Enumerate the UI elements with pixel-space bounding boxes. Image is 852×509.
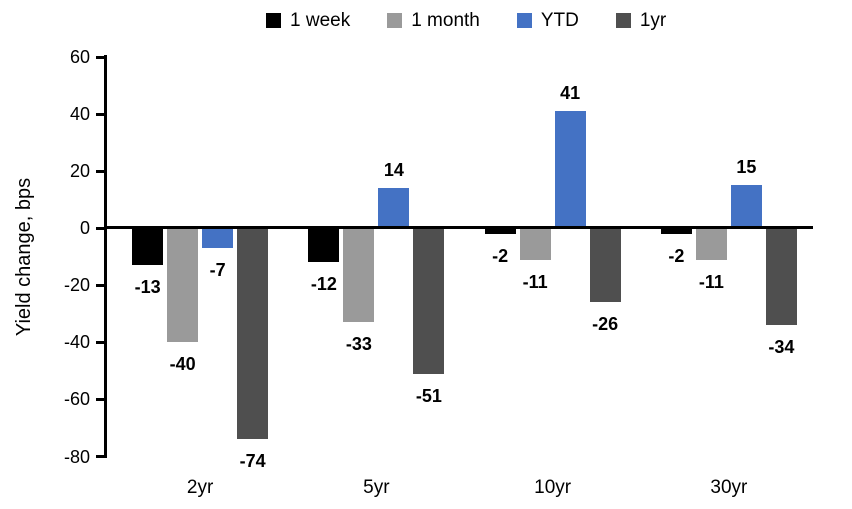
data-label: -2 [668,245,685,266]
y-tick-mark [96,397,105,401]
y-tick-label: -20 [63,275,90,296]
data-label: -26 [592,314,619,335]
data-label: -7 [209,260,226,281]
data-label: -11 [522,271,548,292]
bar-1-month-2yr [167,228,199,343]
y-tick-mark [96,226,105,230]
y-axis-title: Yield change, bps [13,177,35,337]
legend-swatch-icon [516,13,532,28]
data-label: -40 [169,354,196,375]
y-tick-mark [96,55,105,59]
bar-YTD-5yr [378,188,410,229]
bar-1-week-2yr [132,228,164,266]
data-label: 15 [736,157,757,178]
bar-1-month-10yr [519,228,551,260]
y-tick-label: 40 [69,104,90,125]
category-label: 30yr [710,477,748,498]
data-label: -12 [310,274,337,295]
legend: 1 week 1 month YTD 1yr [266,11,666,30]
data-label: -13 [134,277,161,298]
bar-YTD-10yr [554,111,586,229]
category-label: 5yr [363,477,390,498]
category-label: 10yr [534,477,572,498]
y-tick-label: -40 [63,332,90,353]
y-tick-mark [96,112,105,116]
data-label: -34 [768,337,795,358]
data-label: -74 [239,451,266,472]
y-tick-mark [96,455,105,458]
bar-1-week-10yr [484,228,516,234]
legend-swatch-icon [266,13,281,28]
legend-item-YTD: YTD [516,10,579,31]
legend-swatch-icon [387,13,403,28]
y-tick-label: -80 [63,446,90,467]
y-tick-label: 20 [69,161,90,182]
bar-YTD-2yr [202,228,234,249]
legend-swatch-icon [615,13,631,28]
y-axis-line [104,55,107,458]
data-label: -2 [492,245,509,266]
data-label: -11 [698,271,724,292]
y-tick-mark [96,169,105,173]
data-label: -33 [345,334,372,355]
bar-1-month-30yr [695,228,727,260]
x-axis-zero-line [104,226,813,229]
y-tick-label: 0 [79,218,90,239]
legend-item-1-week: 1 week [266,11,350,30]
legend-item-1yr: 1yr [615,10,667,31]
y-tick-label: 60 [69,47,90,67]
category-label: 2yr [186,477,214,498]
data-label: -51 [415,385,442,406]
legend-item-1-month: 1 month [387,11,480,30]
data-label: 14 [383,160,404,181]
bar-1yr-10yr [589,228,621,303]
bar-1yr-2yr [237,228,269,440]
data-label: 41 [560,83,581,104]
y-tick-label: -60 [63,389,90,410]
bar-1-week-5yr [308,228,340,263]
y-tick-mark [96,283,105,287]
legend-label: 1 week [290,10,351,31]
legend-label: 1yr [639,10,667,31]
bar-YTD-30yr [730,185,762,229]
bar-1yr-5yr [413,228,445,374]
legend-label: 1 month [411,10,480,31]
bar-1-week-30yr [660,228,692,234]
bar-1yr-30yr [765,228,797,326]
y-tick-mark [96,340,105,344]
legend-label: YTD [540,10,579,31]
bar-1-month-5yr [343,228,375,323]
